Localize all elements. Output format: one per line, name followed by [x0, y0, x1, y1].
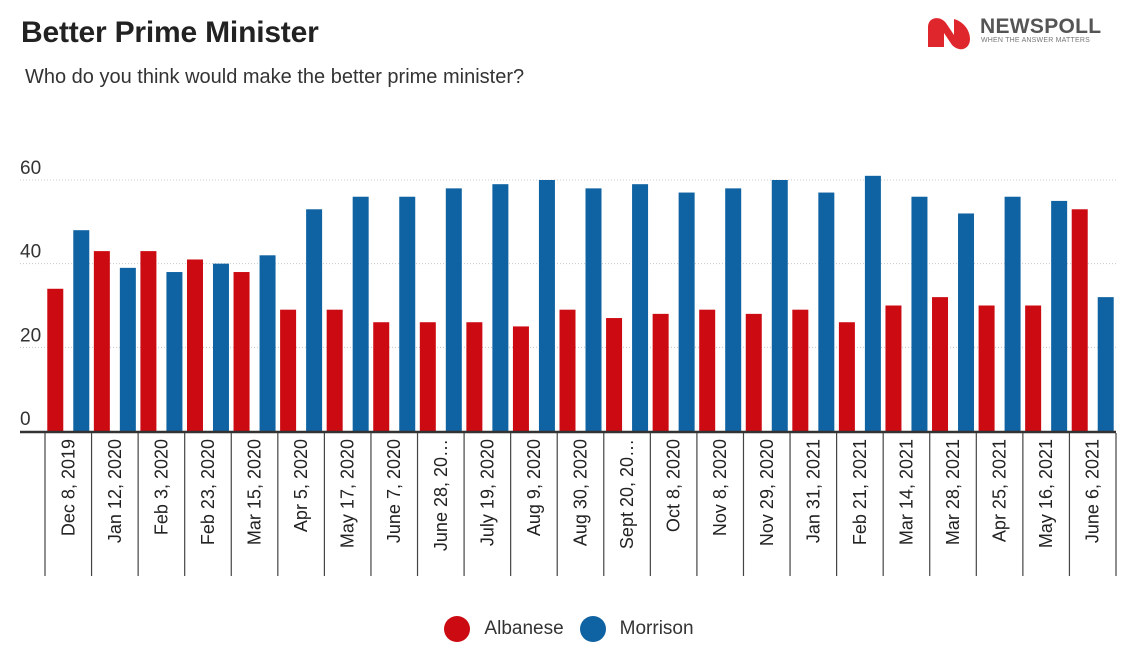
- bar-morrison[interactable]: [725, 188, 742, 431]
- legend-item-morrison[interactable]: Morrison: [579, 616, 694, 642]
- bar-albanese[interactable]: [186, 259, 203, 431]
- x-tick-label: Feb 3, 2020: [151, 439, 171, 535]
- bar-morrison[interactable]: [1004, 196, 1021, 431]
- bar-morrison[interactable]: [352, 196, 369, 431]
- x-axis-labels: Dec 8, 2019 Jan 12, 2020 Feb 3, 2020 Feb 23…: [58, 439, 1102, 551]
- legend: Albanese Morrison: [0, 616, 1138, 642]
- x-tick-label: Sept 20, 20…: [617, 439, 637, 549]
- bar-albanese[interactable]: [652, 313, 669, 431]
- legend-item-albanese[interactable]: Albanese: [444, 616, 564, 642]
- bar-albanese[interactable]: [1025, 305, 1042, 432]
- y-tick-label: 40: [20, 242, 41, 263]
- bar-albanese[interactable]: [1071, 209, 1088, 431]
- bar-albanese[interactable]: [745, 313, 762, 431]
- x-axis: [20, 430, 1117, 576]
- bar-albanese[interactable]: [326, 309, 343, 431]
- bar-morrison[interactable]: [958, 213, 975, 431]
- newspoll-n-icon: [928, 18, 970, 50]
- x-tick-label: July 19, 2020: [477, 439, 497, 546]
- x-tick-label: Jan 31, 2021: [803, 439, 823, 543]
- x-tick-label: Dec 8, 2019: [58, 439, 78, 536]
- x-tick-label: Aug 30, 2020: [571, 439, 591, 546]
- y-tick-label: 60: [20, 158, 41, 179]
- bar-morrison[interactable]: [1051, 200, 1068, 431]
- bar-albanese[interactable]: [419, 322, 436, 431]
- legend-label-morrison: Morrison: [619, 618, 694, 639]
- x-tick-label: Mar 14, 2021: [896, 439, 916, 545]
- bar-morrison[interactable]: [911, 196, 928, 431]
- chart-subtitle: Who do you think would make the better p…: [25, 66, 525, 88]
- y-tick-label: 0: [20, 409, 31, 430]
- bar-morrison[interactable]: [771, 180, 788, 431]
- x-tick-label: Feb 23, 2020: [198, 439, 218, 545]
- bar-albanese[interactable]: [93, 251, 110, 431]
- bar-albanese[interactable]: [140, 251, 157, 431]
- bar-morrison[interactable]: [678, 192, 695, 431]
- legend-swatch-morrison: [579, 616, 606, 642]
- bar-morrison[interactable]: [166, 272, 183, 431]
- x-tick-label: Apr 5, 2020: [291, 439, 311, 532]
- bar-morrison[interactable]: [399, 196, 416, 431]
- x-tick-label: May 17, 2020: [338, 439, 358, 548]
- bar-morrison[interactable]: [585, 188, 602, 431]
- x-tick-label: Mar 15, 2020: [245, 439, 265, 545]
- x-tick-label: Aug 9, 2020: [524, 439, 544, 536]
- bar-albanese[interactable]: [606, 318, 623, 431]
- x-tick-label: Nov 29, 2020: [757, 439, 777, 546]
- chart-title: Better Prime Minister: [21, 16, 319, 49]
- bar-morrison[interactable]: [538, 180, 555, 431]
- y-axis-labels: 0 20 40 60: [20, 158, 41, 430]
- x-tick-label: June 28, 20…: [431, 439, 451, 551]
- x-tick-label: Mar 28, 2021: [943, 439, 963, 545]
- bar-morrison[interactable]: [632, 184, 649, 431]
- newspoll-logo-name: NEWSPOLL: [980, 15, 1102, 38]
- bar-albanese[interactable]: [699, 309, 716, 431]
- x-tick-label: Apr 25, 2021: [990, 439, 1010, 542]
- bar-morrison[interactable]: [212, 263, 229, 431]
- x-tick-label: Nov 8, 2020: [710, 439, 730, 536]
- bar-morrison[interactable]: [306, 209, 323, 431]
- bar-morrison[interactable]: [119, 267, 136, 431]
- bar-albanese[interactable]: [885, 305, 902, 432]
- bar-morrison[interactable]: [1097, 297, 1114, 431]
- bar-albanese[interactable]: [838, 322, 855, 431]
- bars: [47, 175, 1114, 432]
- x-tick-label: June 6, 2021: [1083, 439, 1103, 543]
- x-tick-label: Jan 12, 2020: [105, 439, 125, 543]
- bar-albanese[interactable]: [373, 322, 390, 431]
- newspoll-logo: NEWSPOLL WHEN THE ANSWER MATTERS: [922, 13, 1112, 53]
- bar-morrison[interactable]: [259, 255, 276, 431]
- bar-albanese[interactable]: [792, 309, 809, 431]
- bar-morrison[interactable]: [864, 175, 881, 431]
- bar-albanese[interactable]: [512, 326, 529, 431]
- bar-albanese[interactable]: [466, 322, 483, 431]
- x-tick-label: May 16, 2021: [1036, 439, 1056, 548]
- bar-albanese[interactable]: [932, 297, 949, 431]
- y-tick-label: 20: [20, 325, 41, 346]
- bar-albanese[interactable]: [559, 309, 576, 431]
- bar-morrison[interactable]: [492, 184, 509, 431]
- bar-albanese[interactable]: [280, 309, 297, 431]
- legend-label-albanese: Albanese: [484, 618, 564, 639]
- bar-albanese[interactable]: [47, 288, 64, 431]
- bar-morrison[interactable]: [73, 230, 90, 431]
- bar-albanese[interactable]: [233, 272, 250, 431]
- bar-morrison[interactable]: [818, 192, 835, 431]
- x-tick-label: Oct 8, 2020: [664, 439, 684, 532]
- newspoll-logo-tagline: WHEN THE ANSWER MATTERS: [981, 37, 1090, 44]
- bar-albanese[interactable]: [978, 305, 995, 432]
- x-tick-label: Feb 21, 2021: [850, 439, 870, 545]
- bar-morrison[interactable]: [445, 188, 462, 431]
- legend-swatch-albanese: [444, 616, 471, 642]
- x-tick-label: June 7, 2020: [384, 439, 404, 543]
